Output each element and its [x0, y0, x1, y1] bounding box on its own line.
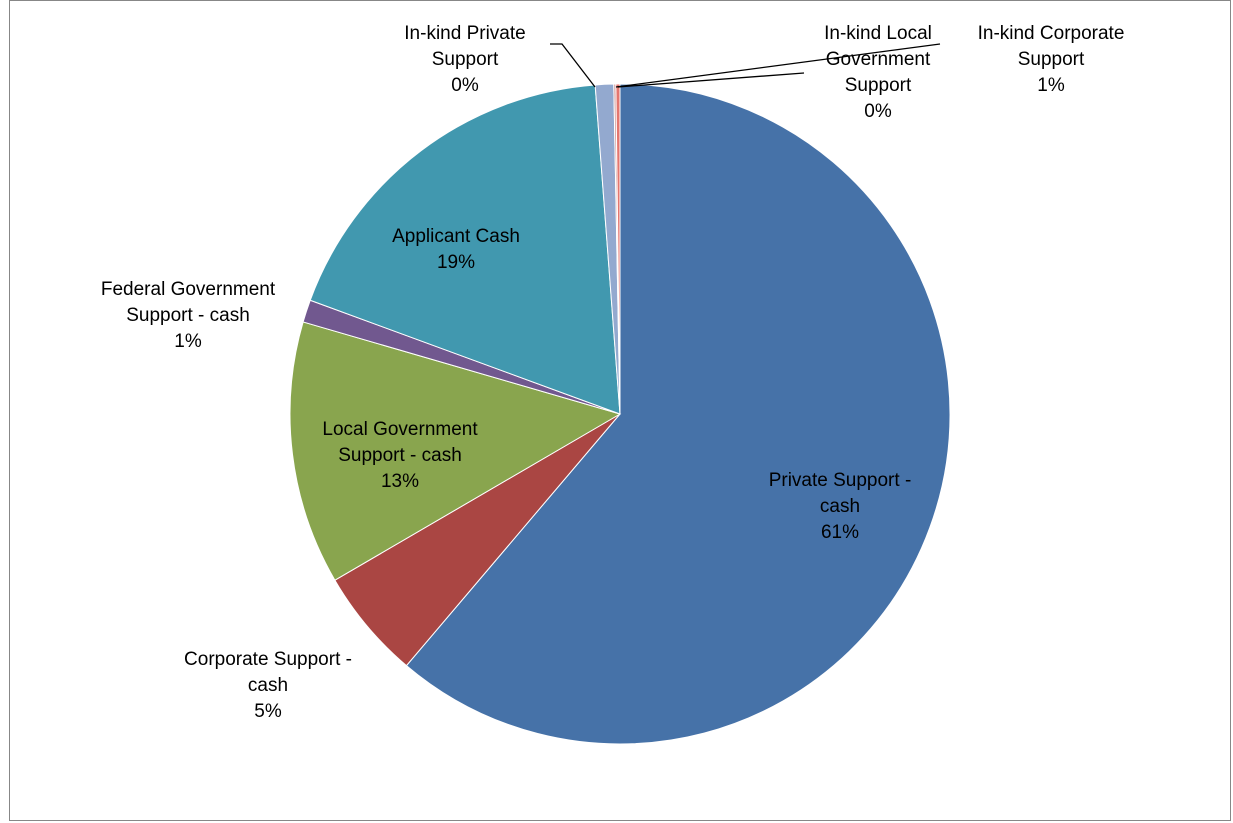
- slice-label-line: Support - cash: [338, 445, 462, 466]
- slice-label: Applicant Cash 19%: [392, 226, 520, 273]
- leader-line: [617, 72, 805, 88]
- slice-label-line: cash: [248, 675, 288, 696]
- slice-label: In-kind Corporate Support 1%: [978, 23, 1125, 96]
- leader-line: [615, 43, 941, 88]
- slice-label: Federal Government Support - cash 1%: [101, 279, 276, 352]
- slice-label-line: cash: [820, 496, 860, 517]
- slice-label-line: Support: [1018, 49, 1085, 70]
- slice-percent: 0%: [451, 75, 479, 96]
- slice-label: Corporate Support - cash 5%: [184, 649, 352, 722]
- slice-percent: 61%: [821, 522, 859, 543]
- slice-label-line: In-kind Private: [404, 23, 525, 44]
- slice-label-line: Support - cash: [126, 305, 250, 326]
- slice-percent: 19%: [437, 252, 475, 273]
- slice-label: Private Support - cash 61%: [769, 470, 912, 543]
- slice-percent: 13%: [381, 471, 419, 492]
- slice-label: Local Government Support - cash 13%: [322, 419, 478, 492]
- pie-slices: [289, 83, 951, 745]
- slice-label-line: Government: [826, 49, 931, 70]
- slice-label-line: Federal Government: [101, 279, 276, 300]
- slice-percent: 1%: [1037, 75, 1065, 96]
- slice-label-line: In-kind Corporate: [978, 23, 1125, 44]
- slice-labels: Private Support - cash 61% Corporate Suppor…: [101, 23, 1125, 722]
- leader-lines: [550, 43, 941, 88]
- slice-percent: 5%: [254, 701, 282, 722]
- slice-label-line: Applicant Cash: [392, 226, 520, 247]
- pie-slice: [289, 321, 622, 581]
- pie-slice: [615, 83, 621, 415]
- slice-label: In-kind Local Government Support 0%: [824, 23, 932, 122]
- pie-slice: [405, 83, 951, 745]
- slice-percent: 0%: [864, 101, 892, 122]
- leader-line: [550, 43, 596, 88]
- slice-percent: 1%: [174, 331, 202, 352]
- chart-frame: Private Support - cash 61% Corporate Suppor…: [9, 0, 1231, 821]
- slice-label-line: Local Government: [322, 419, 478, 440]
- pie-chart: Private Support - cash 61% Corporate Suppor…: [101, 23, 1125, 745]
- slice-label-line: Corporate Support -: [184, 649, 352, 670]
- slice-label-line: Private Support -: [769, 470, 912, 491]
- slice-label: In-kind Private Support 0%: [404, 23, 525, 96]
- slice-label-line: In-kind Local: [824, 23, 932, 44]
- slice-label-line: Support: [845, 75, 912, 96]
- pie-slice: [309, 84, 621, 415]
- slice-label-line: Support: [432, 49, 499, 70]
